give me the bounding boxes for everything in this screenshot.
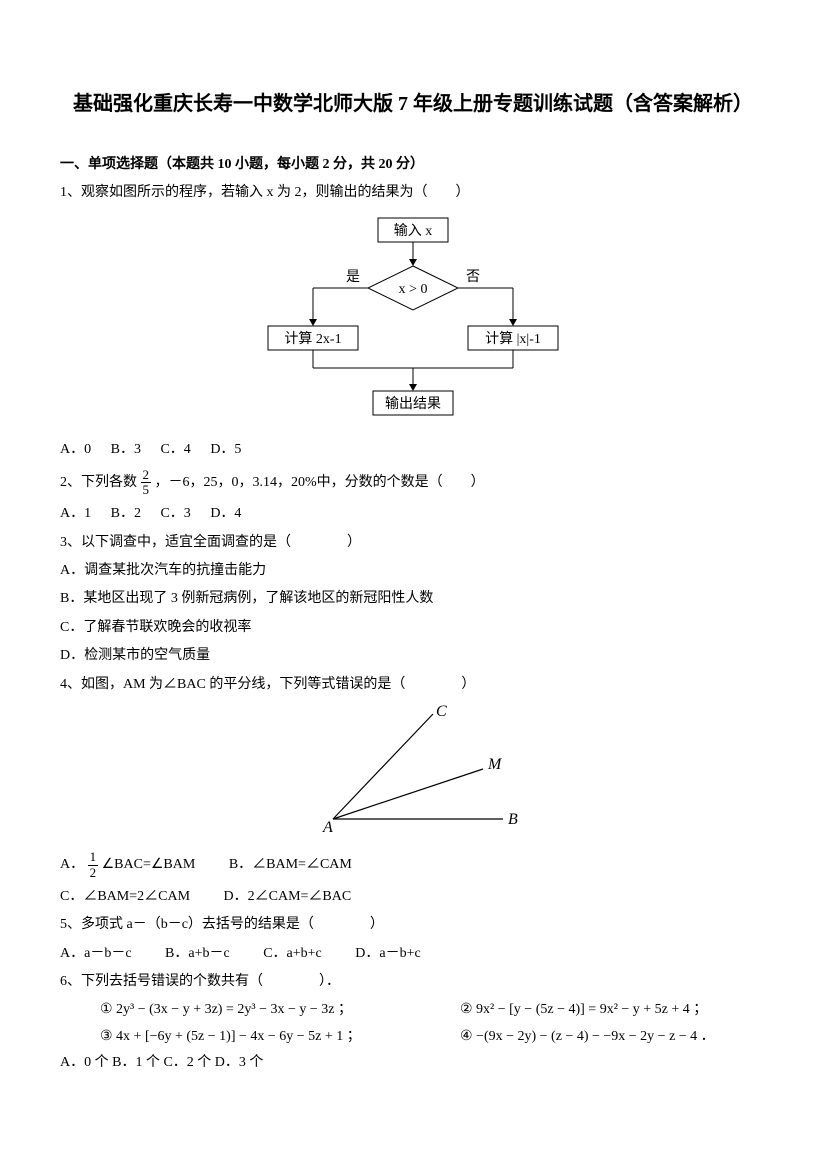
q1-opt-c: C．4	[160, 442, 190, 457]
q3-opt-a: A．调查某批次汽车的抗撞击能力	[60, 560, 766, 582]
q3-opt-b: B．某地区出现了 3 例新冠病例，了解该地区的新冠阳性人数	[60, 588, 766, 610]
q4-opt-d: D．2∠CAM=∠BAC	[224, 889, 352, 904]
q2-suffix: ，－6，25，0，3.14，20%中，分数的个数是（ ）	[155, 475, 485, 490]
q4-row2: C．∠BAM=2∠CAM D．2∠CAM=∠BAC	[60, 886, 766, 908]
q3-text: 3、以下调查中，适宜全面调查的是（ ）	[60, 532, 766, 554]
q4-opt-a-suffix: ∠BAC=∠BAM	[102, 857, 196, 872]
q3-opt-c: C．了解春节联欢晚会的收视率	[60, 617, 766, 639]
q4-diagram: A B C M	[283, 704, 543, 842]
q2-options: A．1 B．2 C．3 D．4	[60, 503, 766, 525]
q4-opt-c: C．∠BAM=2∠CAM	[60, 889, 190, 904]
q4-frac-den: 2	[88, 866, 99, 880]
svg-text:x > 0: x > 0	[399, 282, 428, 297]
q2-opt-c: C．3	[160, 506, 190, 521]
q6-eq-row2: ③ 4x + [−6y + (5z − 1)] − 4x − 6y − 5z +…	[100, 1026, 766, 1048]
q2-fraction: 2 5	[141, 468, 152, 498]
q4-row1: A． 1 2 ∠BAC=∠BAM B．∠BAM=∠CAM	[60, 850, 766, 880]
svg-text:计算 2x-1: 计算 2x-1	[284, 331, 341, 347]
q2-frac-num: 2	[141, 468, 152, 483]
q2-opt-a: A．1	[60, 506, 91, 521]
q2-text: 2、下列各数 2 5 ，－6，25，0，3.14，20%中，分数的个数是（ ）	[60, 468, 766, 498]
q1-opt-b: B．3	[111, 442, 141, 457]
q6-eq2: ② 9x² − [y − (5z − 4)] = 9x² − y + 5z + …	[460, 999, 766, 1021]
q6-options: A．0 个 B．1 个 C．2 个 D．3 个	[60, 1052, 766, 1074]
q4-text: 4、如图，AM 为∠BAC 的平分线，下列等式错误的是（ ）	[60, 674, 766, 696]
q2-opt-d: D．4	[210, 506, 241, 521]
svg-text:C: C	[436, 704, 447, 720]
q5-text: 5、多项式 a－（b－c）去括号的结果是（ ）	[60, 914, 766, 936]
q6-eq4: ④ −(9x − 2y) − (z − 4) − −9x − 2y − z − …	[460, 1026, 766, 1048]
q6-eq-row1: ① 2y³ − (3x − y + 3z) = 2y³ − 3x − y − 3…	[100, 999, 766, 1021]
q1-opt-a: A．0	[60, 442, 91, 457]
svg-text:输入 x: 输入 x	[394, 223, 433, 239]
q2-frac-den: 5	[141, 483, 152, 497]
q5-opt-d: D．a－b+c	[355, 946, 420, 961]
q4-opt-b: B．∠BAM=∠CAM	[229, 857, 352, 872]
q2-opt-b: B．2	[111, 506, 141, 521]
q6-text: 6、下列去括号错误的个数共有（ ）．	[60, 971, 766, 993]
q6-eq1: ① 2y³ − (3x − y + 3z) = 2y³ − 3x − y − 3…	[100, 999, 460, 1021]
page-title: 基础强化重庆长寿一中数学北师大版 7 年级上册专题训练试题（含答案解析）	[60, 90, 766, 118]
q5-opt-a: A．a－b－c	[60, 946, 132, 961]
q4-opt-a-prefix: A．	[60, 857, 84, 872]
q6-eq3: ③ 4x + [−6y + (5z − 1)] − 4x − 6y − 5z +…	[100, 1026, 460, 1048]
q1-options: A．0 B．3 C．4 D．5	[60, 439, 766, 461]
q5-options: A．a－b－c B．a+b－c C．a+b+c D．a－b+c	[60, 943, 766, 965]
svg-text:B: B	[508, 811, 518, 828]
q5-opt-c: C．a+b+c	[263, 946, 322, 961]
q1-text: 1、观察如图所示的程序，若输入 x 为 2，则输出的结果为（ ）	[60, 182, 766, 204]
q1-flowchart: 输入 x x > 0 是 计算 2x-1 否 计算 |x|-1	[243, 213, 583, 431]
q4-frac-num: 1	[88, 850, 99, 865]
q3-opt-d: D．检测某市的空气质量	[60, 645, 766, 667]
q5-opt-b: B．a+b－c	[165, 946, 230, 961]
svg-text:A: A	[322, 819, 333, 834]
svg-text:否: 否	[466, 270, 480, 285]
svg-text:M: M	[487, 756, 503, 773]
q4-opt-a-frac: 1 2	[88, 850, 99, 880]
svg-text:计算 |x|-1: 计算 |x|-1	[485, 331, 541, 347]
q1-opt-d: D．5	[210, 442, 241, 457]
section-header: 一、单项选择题（本题共 10 小题，每小题 2 分，共 20 分）	[60, 154, 766, 176]
svg-text:输出结果: 输出结果	[385, 396, 441, 412]
svg-text:是: 是	[346, 270, 360, 285]
q2-prefix: 2、下列各数	[60, 475, 137, 490]
